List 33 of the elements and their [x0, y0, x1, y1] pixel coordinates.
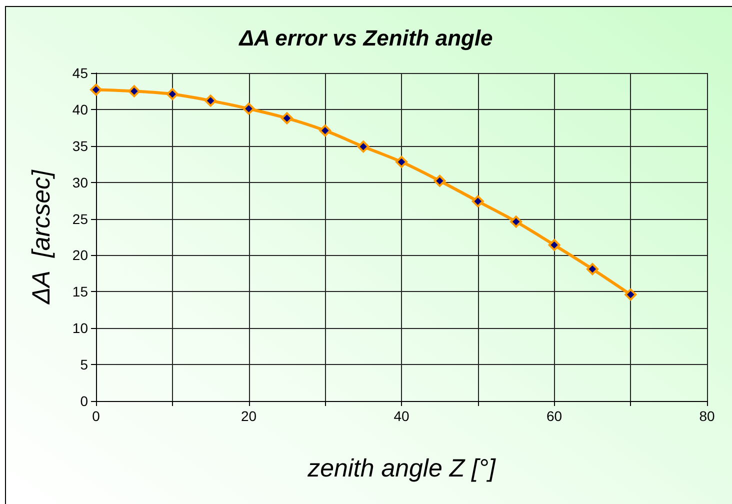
point: [510, 216, 522, 228]
chart-title: ΔA error vs Zenith angle: [238, 26, 493, 50]
point: [280, 112, 293, 124]
y-tick-label: 35: [72, 138, 88, 154]
point: [166, 88, 178, 100]
y-axis-title: ΔA [arcsec]: [28, 168, 56, 305]
point: [204, 94, 217, 107]
y-tick-label: 25: [72, 210, 88, 227]
point: [357, 140, 370, 153]
x-tick-label: 40: [394, 408, 410, 424]
point: [472, 195, 484, 208]
x-tick-label: 20: [240, 408, 257, 424]
y-tick-label: 45: [72, 65, 88, 81]
y-tick-label: 40: [72, 101, 88, 118]
y-tick-label: 10: [72, 320, 88, 336]
y-tick-label: 20: [72, 247, 88, 264]
point: [586, 263, 598, 276]
y-tick-label: 5: [80, 356, 88, 373]
point: [319, 124, 332, 137]
x-tick-label: 60: [546, 408, 562, 424]
x-tick-label: 0: [92, 408, 100, 424]
y-tick-label: 0: [80, 393, 88, 409]
point: [242, 102, 255, 115]
y-tick-label: 15: [72, 284, 88, 300]
point: [90, 84, 102, 96]
x-tick-label: 80: [699, 408, 715, 424]
y-tick-label: 30: [72, 174, 88, 190]
point: [128, 85, 140, 98]
point: [396, 156, 408, 168]
x-axis-title: zenith angle Z [°]: [306, 454, 496, 482]
point: [624, 288, 637, 301]
point: [434, 174, 446, 187]
point: [548, 239, 560, 252]
